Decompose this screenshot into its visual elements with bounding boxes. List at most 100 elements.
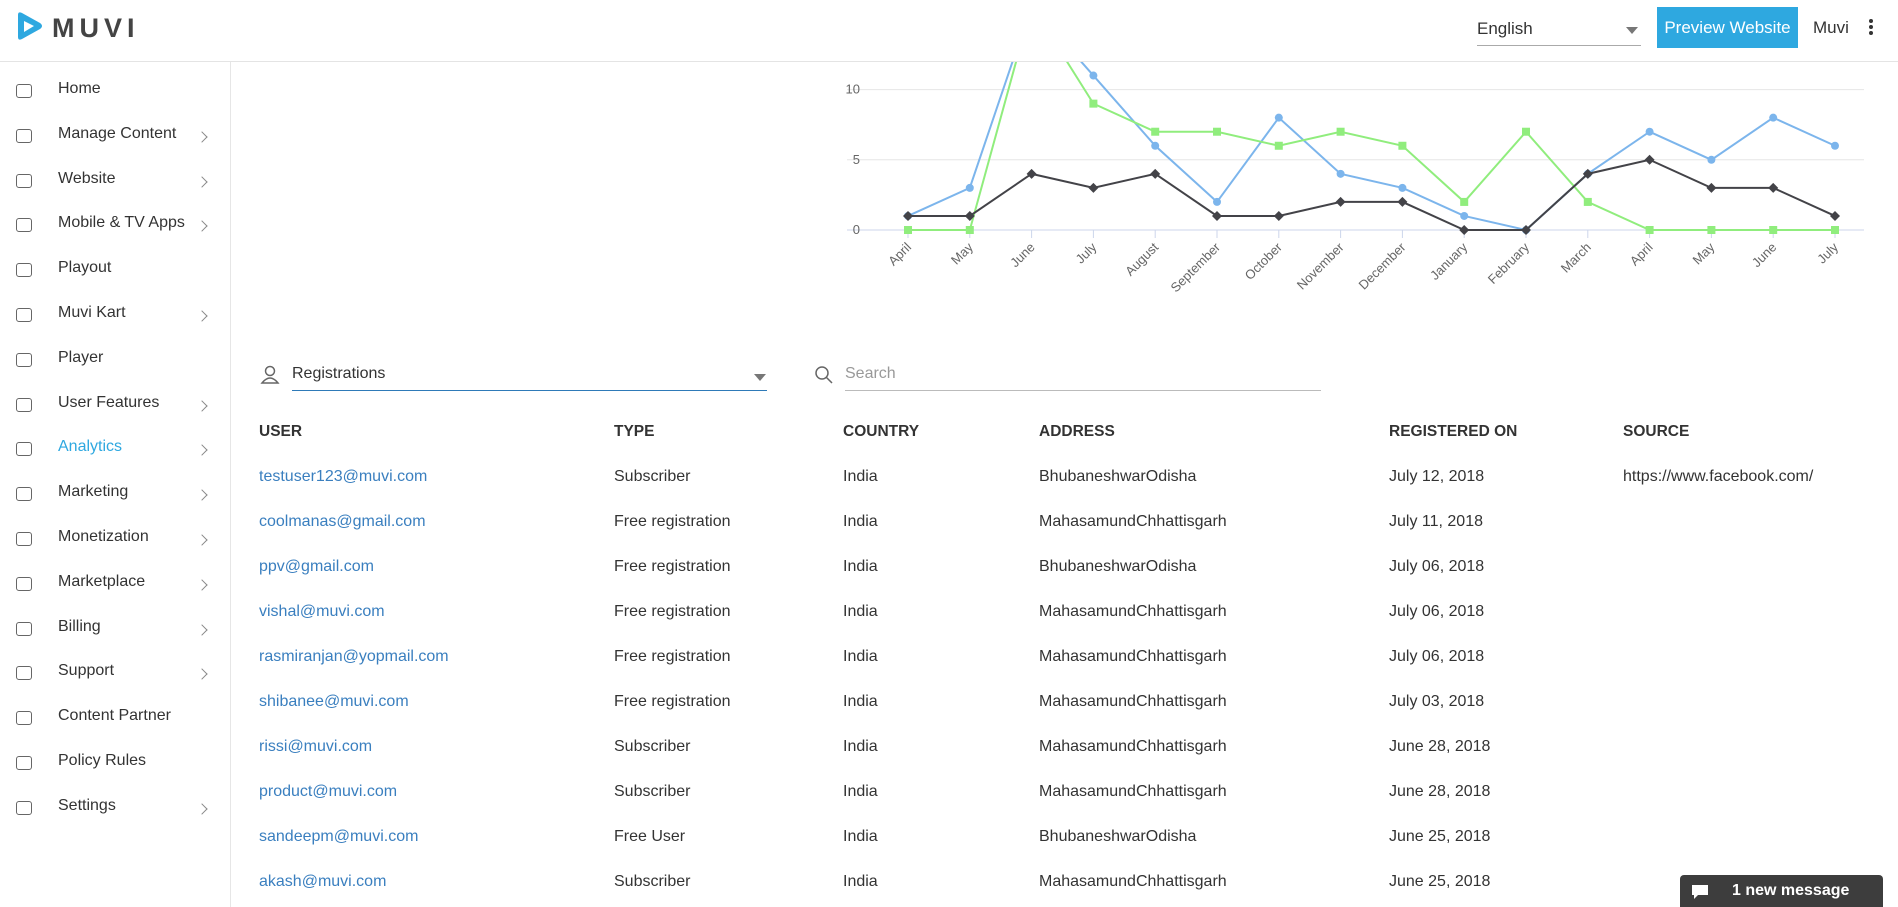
point bbox=[1398, 141, 1407, 150]
menu-icon bbox=[16, 487, 32, 502]
user-icon bbox=[260, 365, 280, 384]
point bbox=[1830, 210, 1840, 221]
user-link[interactable]: rissi@muvi.com bbox=[259, 738, 373, 755]
y-tick-label: 5 bbox=[853, 152, 860, 167]
menu-item[interactable]: Settings bbox=[58, 796, 116, 814]
user-link[interactable]: product@muvi.com bbox=[259, 783, 398, 800]
point bbox=[1645, 226, 1654, 234]
table-cell: Subscriber bbox=[614, 738, 691, 755]
point bbox=[1336, 127, 1345, 136]
point bbox=[1460, 197, 1469, 206]
table-cell: June 28, 2018 bbox=[1389, 783, 1491, 800]
table-cell: July 03, 2018 bbox=[1389, 693, 1485, 710]
menu-icon bbox=[16, 263, 32, 278]
menu-item[interactable]: Marketplace bbox=[58, 572, 146, 590]
menu-item[interactable]: Content Partner bbox=[58, 707, 171, 725]
table-cell: https://www.facebook.com/ bbox=[1623, 468, 1814, 485]
user-link[interactable]: coolmanas@gmail.com bbox=[259, 513, 426, 530]
point bbox=[1151, 127, 1160, 136]
y-tick-label: 10 bbox=[846, 82, 860, 97]
menu-item[interactable]: Mobile & TV Apps bbox=[58, 214, 185, 232]
table-cell: MahasamundChhattisgarh bbox=[1039, 648, 1227, 665]
user-name[interactable]: Muvi bbox=[1813, 18, 1849, 37]
chat-widget[interactable]: 1 new message bbox=[1680, 875, 1883, 907]
menu-icon bbox=[16, 621, 32, 636]
menu-item[interactable]: Player bbox=[58, 348, 104, 366]
point bbox=[1089, 99, 1098, 108]
x-tick-label: July bbox=[1814, 239, 1841, 266]
menu-icon bbox=[16, 442, 32, 457]
table-cell: India bbox=[843, 873, 878, 890]
table-cell: June 25, 2018 bbox=[1389, 873, 1491, 890]
menu-icon bbox=[16, 173, 32, 188]
table-cell: Free registration bbox=[614, 693, 731, 710]
point bbox=[1336, 169, 1345, 178]
point bbox=[1707, 226, 1716, 234]
table-cell: MahasamundChhattisgarh bbox=[1039, 783, 1227, 800]
point bbox=[1582, 168, 1593, 179]
menu-item[interactable]: Support bbox=[58, 662, 115, 680]
series-line bbox=[908, 158, 1836, 231]
table-cell: India bbox=[843, 558, 878, 575]
menu-item[interactable]: User Features bbox=[58, 393, 160, 411]
menu-arrow bbox=[196, 803, 208, 815]
table-cell: Free registration bbox=[614, 648, 731, 665]
menu-item[interactable]: Manage Content bbox=[58, 124, 177, 142]
menu-item[interactable]: Marketing bbox=[58, 483, 129, 501]
user-link[interactable]: rasmiranjan@yopmail.com bbox=[259, 648, 449, 665]
point bbox=[1768, 182, 1779, 193]
column-header: SOURCE bbox=[1623, 423, 1690, 440]
x-tick-label: November bbox=[1294, 239, 1347, 292]
column-header: REGISTERED ON bbox=[1389, 423, 1518, 440]
y-tick-label: 0 bbox=[853, 222, 860, 237]
user-link[interactable]: sandeepm@muvi.com bbox=[259, 828, 419, 845]
menu-item[interactable]: Policy Rules bbox=[58, 752, 147, 769]
x-tick-label: December bbox=[1356, 239, 1409, 292]
language-select[interactable]: English bbox=[1477, 19, 1641, 46]
point bbox=[965, 183, 974, 192]
user-link[interactable]: akash@muvi.com bbox=[259, 873, 387, 890]
x-tick-label: April bbox=[885, 239, 914, 268]
menu-arrow bbox=[196, 175, 208, 188]
user-link[interactable]: ppv@gmail.com bbox=[259, 558, 374, 575]
table-cell: Subscriber bbox=[614, 783, 691, 800]
more-menu[interactable] bbox=[1868, 18, 1874, 36]
logo-icon bbox=[18, 12, 42, 40]
point bbox=[1398, 183, 1407, 192]
user-link[interactable]: shibanee@muvi.com bbox=[259, 693, 409, 710]
point bbox=[1706, 182, 1717, 193]
menu-item[interactable]: Website bbox=[58, 169, 116, 187]
report-select[interactable]: Registrations bbox=[292, 365, 767, 391]
table-cell: India bbox=[843, 513, 878, 530]
menu-arrow bbox=[196, 579, 208, 591]
point bbox=[1151, 141, 1160, 150]
chat-label: 1 new message bbox=[1732, 882, 1850, 899]
menu-item[interactable]: Billing bbox=[58, 617, 101, 635]
point bbox=[1831, 226, 1839, 234]
point bbox=[903, 210, 913, 221]
point bbox=[1274, 113, 1283, 122]
menu-item[interactable]: Playout bbox=[58, 259, 112, 277]
search-icon bbox=[815, 366, 833, 384]
menu-item[interactable]: Muvi Kart bbox=[58, 304, 126, 321]
search-input[interactable]: Search bbox=[845, 365, 1321, 391]
table-cell: India bbox=[843, 603, 878, 620]
table-cell: Subscriber bbox=[614, 873, 691, 890]
user-link[interactable]: testuser123@muvi.com bbox=[259, 468, 428, 485]
preview-button[interactable]: Preview Website bbox=[1657, 7, 1798, 48]
table-cell: Free registration bbox=[614, 513, 731, 530]
menu-item[interactable]: Home bbox=[58, 80, 101, 97]
table-cell: BhubaneshwarOdisha bbox=[1039, 558, 1197, 575]
point bbox=[1522, 127, 1530, 136]
menu-item[interactable]: Analytics bbox=[58, 438, 123, 456]
menu-icon bbox=[16, 800, 32, 815]
menu-item[interactable]: Monetization bbox=[58, 528, 149, 545]
table-cell: India bbox=[843, 783, 878, 800]
menu-icon bbox=[16, 308, 32, 322]
menu-icon bbox=[16, 128, 32, 143]
menu-arrow bbox=[196, 310, 208, 322]
user-link[interactable]: vishal@muvi.com bbox=[259, 603, 385, 620]
x-tick-label: February bbox=[1485, 239, 1533, 287]
table-cell: July 12, 2018 bbox=[1389, 468, 1485, 485]
